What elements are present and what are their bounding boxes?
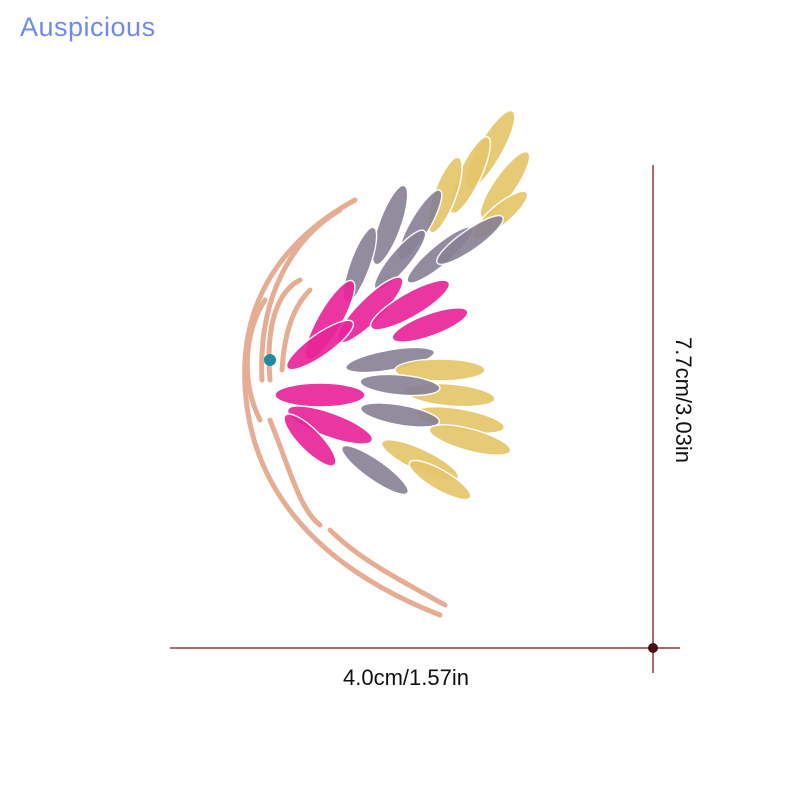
grey-crystal-petal [359, 373, 441, 397]
crystal-wings [274, 109, 531, 501]
pink-crystal-petal [391, 307, 469, 343]
height-label: 7.7cm/3.03in [671, 337, 696, 463]
grey-crystal-petal [340, 444, 410, 496]
height-dimension-line [652, 165, 654, 673]
gold-crystal-petal [428, 424, 512, 456]
pink-crystal-petal [283, 413, 337, 467]
pink-crystal-petal [369, 279, 451, 331]
pink-crystal-petal [274, 382, 366, 408]
width-dimension-line [170, 647, 680, 649]
gold-crystal-petal [408, 459, 472, 501]
rose-gold-frame [242, 197, 448, 618]
grey-crystal-petal [435, 214, 505, 266]
grey-crystal-petal [344, 346, 436, 374]
grey-crystal-petal [371, 184, 409, 266]
gold-crystal-petal [394, 358, 486, 382]
pink-crystal-petal [286, 405, 374, 445]
width-label: 4.0cm/1.57in [343, 665, 469, 690]
grey-crystal-petal [359, 402, 441, 428]
dimension-corner-dot [648, 643, 658, 653]
brand-logo: Auspicious [20, 12, 156, 42]
eye-gem [264, 354, 276, 366]
pink-crystal-petal [285, 319, 355, 371]
